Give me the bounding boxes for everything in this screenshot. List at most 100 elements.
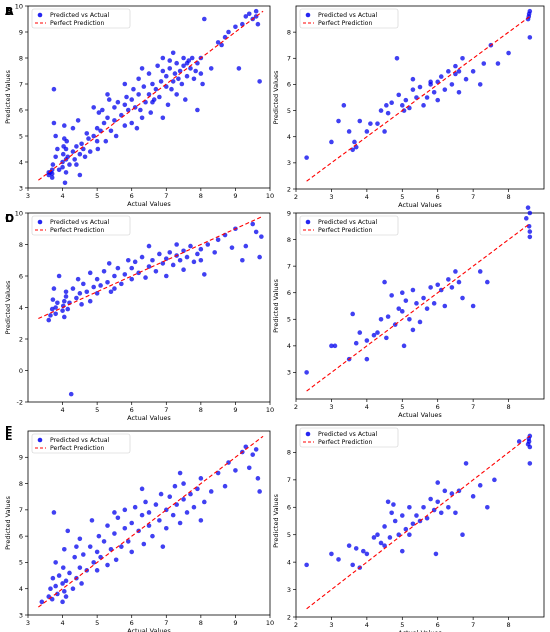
x-tick-label: 7	[164, 192, 168, 200]
data-point	[101, 120, 107, 126]
y-tick-label: 9	[19, 454, 23, 462]
data-point	[394, 55, 400, 61]
data-point	[112, 105, 117, 110]
plot-frame	[295, 5, 545, 190]
y-tick-label: 8	[19, 241, 23, 249]
data-point	[350, 562, 355, 568]
legend-marker-scatter	[37, 219, 43, 225]
data-point	[485, 279, 490, 285]
data-point	[364, 129, 370, 134]
data-point	[527, 229, 533, 234]
data-point	[160, 544, 166, 549]
data-point	[56, 573, 62, 578]
data-point	[129, 120, 135, 126]
data-point	[371, 332, 377, 338]
panel-label: B	[5, 5, 13, 18]
data-point	[195, 107, 200, 113]
legend-marker-scatter	[305, 219, 311, 225]
y-tick-label: 9	[287, 209, 291, 217]
data-point	[146, 71, 152, 76]
data-point	[246, 465, 252, 471]
data-point	[485, 504, 490, 510]
data-point	[396, 92, 402, 98]
data-point	[77, 565, 83, 570]
data-point	[523, 216, 529, 221]
perfect-prediction-line	[306, 16, 531, 182]
data-point	[526, 223, 532, 229]
y-tick-label: 8	[287, 236, 291, 244]
data-point	[112, 273, 117, 279]
data-point	[184, 60, 190, 66]
data-point	[401, 343, 407, 349]
x-tick-label: 2	[294, 621, 298, 629]
data-point	[115, 265, 121, 271]
data-point	[86, 136, 91, 141]
data-point	[200, 81, 205, 87]
data-point	[414, 301, 419, 306]
data-point	[62, 298, 67, 304]
panel-label: E	[5, 430, 13, 443]
data-point	[460, 532, 465, 538]
data-point	[188, 243, 193, 249]
x-tick-label: 5	[400, 403, 404, 411]
data-point	[64, 138, 70, 144]
data-point	[428, 496, 433, 502]
data-point	[215, 40, 221, 45]
data-point	[53, 311, 58, 317]
y-tick-label: 2	[287, 613, 291, 621]
data-point	[421, 504, 426, 510]
data-point	[136, 76, 141, 82]
data-point	[63, 578, 69, 584]
data-point	[184, 254, 190, 260]
data-point	[253, 8, 259, 14]
data-point	[346, 129, 352, 134]
data-point	[157, 518, 162, 523]
data-point	[72, 554, 77, 560]
x-tick-label: 5	[400, 621, 404, 629]
data-point	[470, 494, 476, 499]
data-point	[181, 55, 186, 61]
data-point	[112, 118, 117, 123]
data-point	[255, 21, 261, 27]
data-point	[463, 76, 469, 82]
data-point	[63, 289, 69, 295]
data-point	[60, 581, 65, 586]
data-point	[129, 97, 135, 102]
legend-label-scatter: Predicted vs Actual	[318, 12, 378, 19]
y-tick-label: 4	[19, 585, 23, 593]
y-tick-label: 5	[19, 132, 23, 140]
y-tick-label: 3	[287, 159, 291, 167]
data-point	[62, 314, 67, 320]
data-point	[446, 504, 451, 510]
x-tick-label: 6	[436, 193, 440, 201]
y-axis-label: Predicted Values	[4, 495, 12, 549]
legend-box	[31, 215, 131, 236]
data-point	[233, 468, 238, 473]
data-point	[304, 370, 309, 375]
y-tick-label: 4	[19, 304, 23, 312]
data-point	[399, 548, 405, 554]
data-point	[122, 525, 128, 531]
data-point	[108, 128, 114, 134]
data-point	[435, 499, 441, 505]
legend-box	[31, 8, 131, 29]
data-point	[195, 251, 200, 257]
data-point	[250, 452, 256, 457]
data-point	[105, 523, 110, 528]
data-point	[106, 261, 112, 266]
data-point	[89, 518, 95, 523]
data-point	[449, 82, 455, 87]
data-point	[53, 583, 58, 589]
data-point	[177, 520, 183, 526]
y-tick-label: 9	[19, 28, 23, 36]
data-point	[191, 259, 197, 265]
data-point	[105, 92, 110, 97]
data-point	[253, 447, 259, 452]
y-tick-label: 7	[287, 262, 291, 270]
data-point	[391, 502, 396, 507]
legend-label-scatter: Predicted vs Actual	[50, 219, 110, 226]
data-point	[184, 73, 190, 79]
data-point	[53, 305, 58, 310]
x-axis-label: Actual Values	[398, 411, 442, 419]
